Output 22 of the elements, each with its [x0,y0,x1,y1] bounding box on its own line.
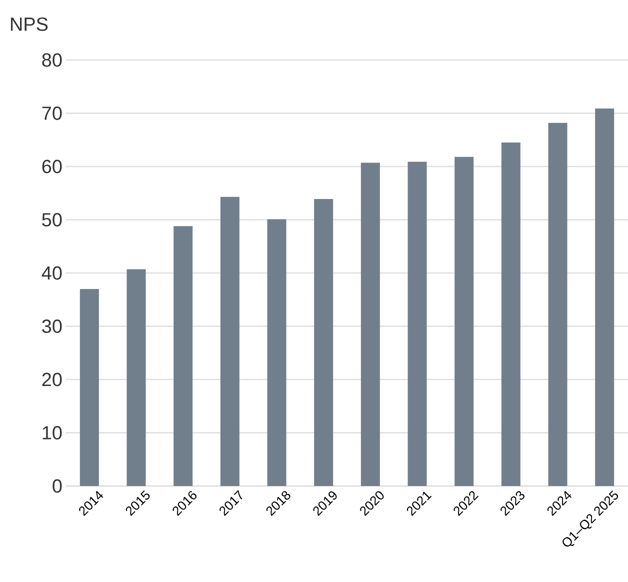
bar [501,142,520,486]
y-tick-label: 40 [42,266,62,280]
bar [220,196,240,486]
y-tick-label: 60 [42,160,62,174]
y-tick-label: 0 [52,479,62,493]
bar [80,288,99,486]
bar [454,156,474,486]
y-tick-label: 10 [42,426,62,440]
bar [267,219,286,486]
y-tick-label: 50 [42,213,62,226]
bar [360,162,380,486]
bar [548,122,568,486]
bar [126,269,146,486]
bar [408,162,427,486]
y-axis-title: NPS [11,17,48,31]
y-tick-label: 20 [42,372,62,386]
bar [314,198,334,486]
y-tick-label: 80 [42,53,62,67]
bar [595,108,614,486]
y-tick-label: 30 [42,320,62,333]
bar [174,226,193,486]
y-tick-label: 70 [42,106,62,120]
